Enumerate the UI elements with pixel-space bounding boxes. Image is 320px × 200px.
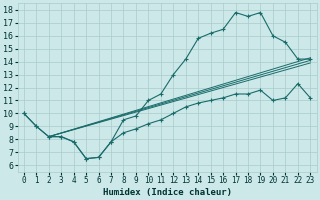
X-axis label: Humidex (Indice chaleur): Humidex (Indice chaleur)	[103, 188, 232, 197]
